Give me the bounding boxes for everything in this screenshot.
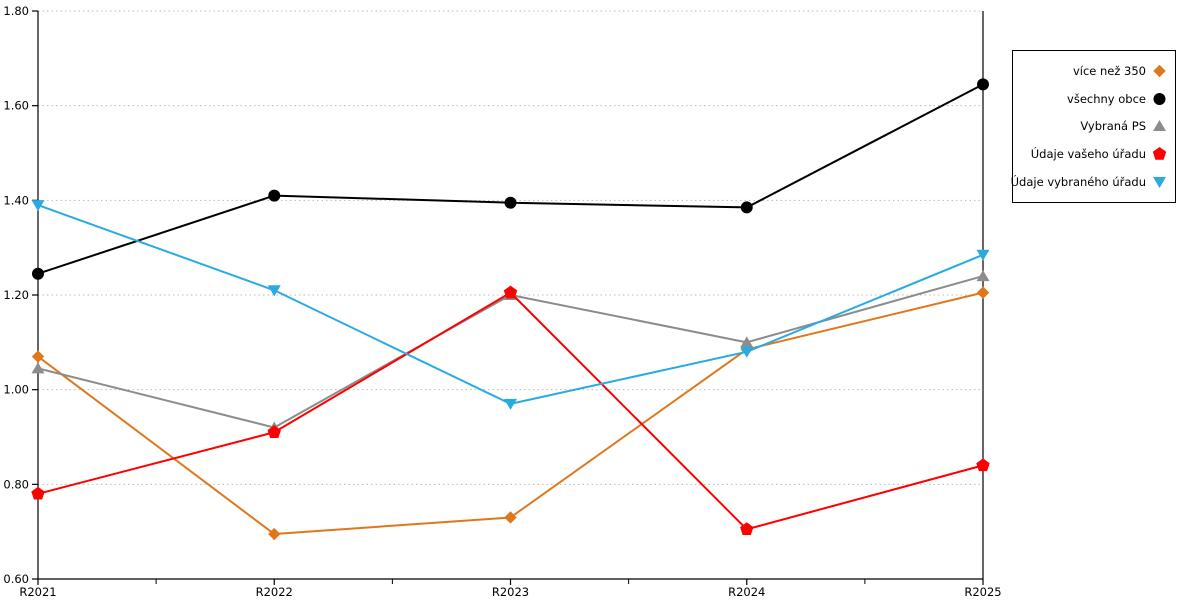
series-line-0 xyxy=(37,291,984,536)
data-point-2-3 xyxy=(740,336,754,348)
data-point-1-1 xyxy=(268,189,281,202)
data-point-3-4 xyxy=(976,458,990,472)
legend-marker-shape xyxy=(1153,120,1166,132)
chart-legend: více než 350 všechny obce Vybraná PS Údaje … xyxy=(1011,50,1176,203)
data-point-4-2 xyxy=(504,398,517,410)
legend-label: Údaje vybraného úřadu xyxy=(1010,175,1146,190)
data-point-1-4 xyxy=(977,78,989,91)
y-tick-label: 1.60 xyxy=(3,99,29,113)
data-point-1-3 xyxy=(740,201,753,214)
y-tick-label: 1.40 xyxy=(3,193,29,207)
legend-marker-shape xyxy=(1152,147,1167,160)
data-point-0-0 xyxy=(31,350,45,363)
legend-diamond-icon xyxy=(1152,64,1167,78)
data-point-2-4 xyxy=(976,270,990,282)
x-tick-label: R2023 xyxy=(492,585,529,599)
series-line-1 xyxy=(37,83,984,275)
legend-marker-shape xyxy=(1153,64,1166,78)
x-tick-label: R2024 xyxy=(728,585,765,599)
data-point-0-4 xyxy=(976,286,990,299)
y-tick-label: 0.80 xyxy=(3,477,29,491)
x-tick-label: R2021 xyxy=(19,585,56,599)
data-point-3-2 xyxy=(503,285,518,299)
data-point-0-2 xyxy=(504,511,517,524)
legend-item-3: Údaje vašeho úřadu xyxy=(1021,147,1167,161)
legend-item-0: více než 350 xyxy=(1021,64,1167,78)
series-line-4 xyxy=(37,204,984,405)
legend-label: více než 350 xyxy=(1072,63,1146,78)
data-point-1-2 xyxy=(504,196,517,209)
legend-item-4: Údaje vybraného úřadu xyxy=(1011,175,1167,189)
data-point-4-0 xyxy=(31,200,45,212)
data-point-4-1 xyxy=(267,285,281,297)
x-tick-label: R2025 xyxy=(964,585,1001,599)
data-point-0-1 xyxy=(268,527,281,541)
data-point-3-3 xyxy=(740,522,754,535)
legend-circle-icon xyxy=(1152,92,1167,106)
data-point-1-0 xyxy=(32,267,44,280)
data-point-4-3 xyxy=(740,346,754,358)
y-tick-label: 1.00 xyxy=(3,383,29,397)
data-point-4-4 xyxy=(976,249,990,261)
legend-label: všechny obce xyxy=(1067,91,1146,106)
legend-triangle-down-icon xyxy=(1152,175,1167,189)
data-point-3-1 xyxy=(267,425,281,438)
x-tick-label: R2022 xyxy=(256,585,293,599)
legend-pentagon-icon xyxy=(1152,147,1167,161)
legend-marker-shape xyxy=(1153,92,1166,105)
legend-item-2: Vybraná PS xyxy=(1021,119,1167,133)
legend-marker-shape xyxy=(1153,177,1166,189)
y-tick-label: 1.80 xyxy=(3,4,29,18)
y-tick-label: 1.20 xyxy=(3,288,29,302)
legend-label: Vybraná PS xyxy=(1080,119,1146,134)
y-tick-label: 0.60 xyxy=(3,572,29,586)
data-point-3-0 xyxy=(31,486,45,500)
legend-label: Údaje vašeho úřadu xyxy=(1030,147,1146,162)
data-point-2-0 xyxy=(31,362,45,374)
series-line-3 xyxy=(37,291,984,531)
legend-triangle-up-icon xyxy=(1152,119,1167,133)
legend-item-1: všechny obce xyxy=(1021,92,1167,106)
